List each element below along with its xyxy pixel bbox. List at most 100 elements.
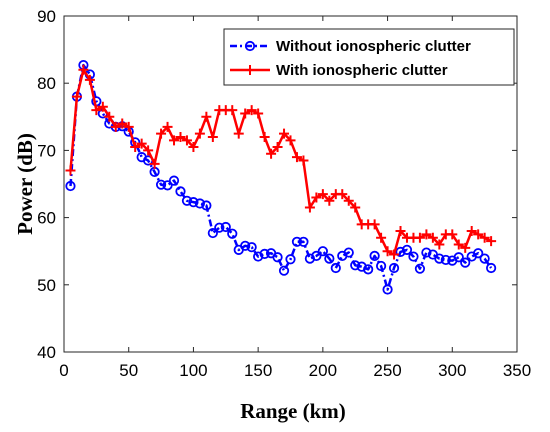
data-point [194,198,205,209]
legend: Without ionospheric clutter With ionosphe… [223,28,515,86]
data-point [388,262,400,274]
data-point [188,197,199,208]
data-point [421,229,432,240]
data-point [460,257,471,268]
data-point [227,228,238,239]
axes: 0 50 100 150 200 250 300 350 40 50 60 70 80 90 [37,7,531,380]
legend-entry-1: Without ionospheric clutter [230,38,471,55]
series-line-1 [69,63,493,291]
data-point [240,240,251,251]
data-point [298,236,309,247]
data-point [181,195,193,206]
legend-marker [245,65,255,75]
data-point [181,135,192,146]
x-tick-label: 350 [503,361,531,380]
x-tick-label: 150 [244,361,272,380]
y-axis-title: Power (dB) [13,133,37,235]
data-point [130,142,141,153]
data-point [395,246,406,257]
data-point [324,195,335,206]
y-tick-label: 50 [37,276,56,295]
data-point [175,131,186,142]
legend-label: With ionospheric clutter [276,62,448,79]
data-point [214,222,225,233]
data-point [453,252,464,263]
data-point [97,101,108,112]
data-point [207,131,218,142]
data-point [162,180,173,191]
data-point [123,121,134,132]
data-point [285,135,296,146]
data-point [259,248,270,259]
data-point [279,128,290,139]
data-point [194,128,205,139]
data-point [337,189,348,200]
data-point [453,239,464,250]
data-point [317,246,328,257]
data-point [207,227,218,239]
x-tick-label: 200 [309,361,337,380]
data-point [479,232,490,243]
data-point [71,91,82,102]
data-point [233,128,244,139]
data-point [110,121,121,132]
data-point [91,105,102,116]
data-point [382,246,393,257]
x-tick-label: 0 [59,361,68,380]
data-point [220,221,231,233]
data-point [104,111,115,122]
data-point [253,108,264,119]
data-point [395,226,406,237]
data-point [350,260,361,271]
data-point [169,135,180,146]
data-point [460,242,471,253]
series-layer [65,59,497,295]
legend-label: Without ionospheric clutter [276,38,471,55]
data-point [343,247,354,258]
data-point [143,145,154,156]
y-tick-label: 60 [37,209,56,228]
data-point [311,250,322,262]
x-tick-label: 300 [438,361,466,380]
y-tick-label: 90 [37,7,56,26]
data-point [382,284,393,295]
series-1 [65,59,497,295]
legend-marker [244,40,256,52]
data-point [473,248,484,259]
data-point [117,118,128,129]
data-point [278,265,290,276]
y-tick-label: 80 [37,74,56,93]
data-point [479,253,490,264]
data-point [175,186,186,197]
data-point [78,64,89,75]
data-point [317,189,328,200]
data-point [363,264,374,275]
x-axis-title: Range (km) [240,399,346,423]
x-tick-label: 100 [179,361,207,380]
data-point [427,232,438,243]
data-point [188,142,199,153]
data-point [272,142,283,153]
data-point [414,232,425,243]
data-point [324,253,335,264]
legend-entry-2: With ionospheric clutter [230,62,448,79]
data-point [414,263,426,274]
data-point [486,262,497,274]
data-point [473,229,484,240]
data-point [285,254,296,265]
data-point [486,236,497,247]
data-point [447,229,458,240]
data-point [246,105,257,116]
series-2 [65,64,497,260]
legend-box [223,28,515,86]
data-point [466,226,477,237]
data-point [266,148,277,159]
data-point [440,254,451,266]
y-tick-label: 70 [37,141,56,160]
data-point [84,74,95,85]
data-point [156,128,167,139]
data-point [155,179,167,190]
data-point [350,202,361,213]
x-tick-label: 250 [373,361,401,380]
